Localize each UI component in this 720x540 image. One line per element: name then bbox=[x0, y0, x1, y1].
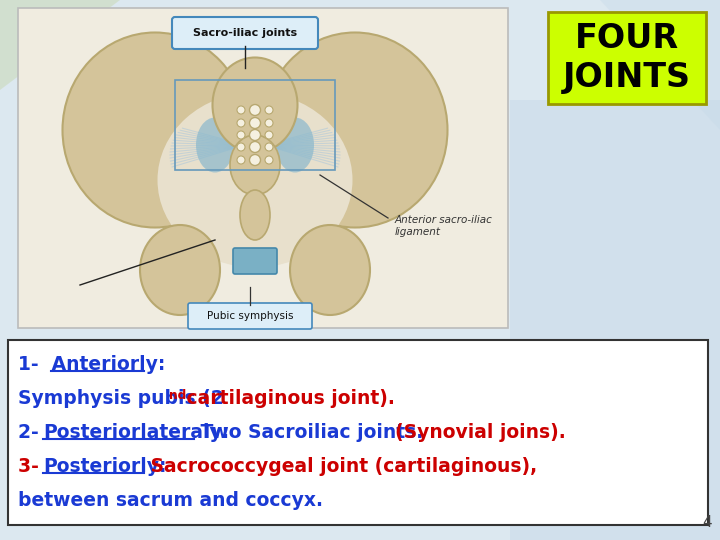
Ellipse shape bbox=[230, 135, 280, 195]
Ellipse shape bbox=[158, 92, 353, 267]
Ellipse shape bbox=[290, 225, 370, 315]
Ellipse shape bbox=[276, 118, 314, 172]
Circle shape bbox=[265, 131, 273, 139]
Text: cartilaginous joint).: cartilaginous joint). bbox=[179, 389, 395, 408]
Circle shape bbox=[250, 130, 261, 140]
Ellipse shape bbox=[212, 57, 297, 152]
Circle shape bbox=[250, 154, 261, 165]
Text: 1-  Anteriorly:: 1- Anteriorly: bbox=[18, 355, 166, 374]
FancyBboxPatch shape bbox=[548, 12, 706, 104]
Circle shape bbox=[237, 119, 245, 127]
Circle shape bbox=[237, 106, 245, 114]
Text: (Synovial joins).: (Synovial joins). bbox=[395, 423, 565, 442]
Text: between sacrum and coccyx.: between sacrum and coccyx. bbox=[18, 491, 323, 510]
Circle shape bbox=[250, 118, 261, 129]
Text: Anterior sacro-iliac
ligament: Anterior sacro-iliac ligament bbox=[395, 215, 493, 237]
Circle shape bbox=[265, 119, 273, 127]
Polygon shape bbox=[510, 100, 720, 540]
Circle shape bbox=[265, 106, 273, 114]
Ellipse shape bbox=[240, 190, 270, 240]
FancyBboxPatch shape bbox=[188, 303, 312, 329]
Circle shape bbox=[237, 131, 245, 139]
Text: Posteriorly:: Posteriorly: bbox=[43, 457, 166, 476]
FancyBboxPatch shape bbox=[172, 17, 318, 49]
Text: FOUR
JOINTS: FOUR JOINTS bbox=[563, 22, 691, 93]
Polygon shape bbox=[0, 0, 120, 90]
Ellipse shape bbox=[63, 32, 248, 227]
Text: nd: nd bbox=[168, 389, 186, 402]
Polygon shape bbox=[600, 0, 720, 130]
FancyBboxPatch shape bbox=[18, 8, 508, 328]
Circle shape bbox=[237, 143, 245, 151]
Text: Two Sacroiliac joints.: Two Sacroiliac joints. bbox=[194, 423, 430, 442]
Circle shape bbox=[265, 143, 273, 151]
FancyBboxPatch shape bbox=[233, 248, 277, 274]
Circle shape bbox=[250, 105, 261, 116]
Circle shape bbox=[237, 156, 245, 164]
Ellipse shape bbox=[140, 225, 220, 315]
Circle shape bbox=[265, 156, 273, 164]
Circle shape bbox=[250, 141, 261, 152]
Text: 4: 4 bbox=[703, 515, 712, 530]
Ellipse shape bbox=[196, 118, 234, 172]
Text: Sacrococcygeal joint (cartilaginous),: Sacrococcygeal joint (cartilaginous), bbox=[143, 457, 536, 476]
FancyBboxPatch shape bbox=[8, 340, 708, 525]
Text: 3-: 3- bbox=[18, 457, 45, 476]
Text: Pubic symphysis: Pubic symphysis bbox=[207, 311, 293, 321]
Text: Symphysis pubis (2: Symphysis pubis (2 bbox=[18, 389, 224, 408]
Text: 2-: 2- bbox=[18, 423, 45, 442]
Text: Posteriorlateraly:: Posteriorlateraly: bbox=[43, 423, 230, 442]
Text: Sacro-iliac joints: Sacro-iliac joints bbox=[193, 28, 297, 38]
Ellipse shape bbox=[263, 32, 448, 227]
